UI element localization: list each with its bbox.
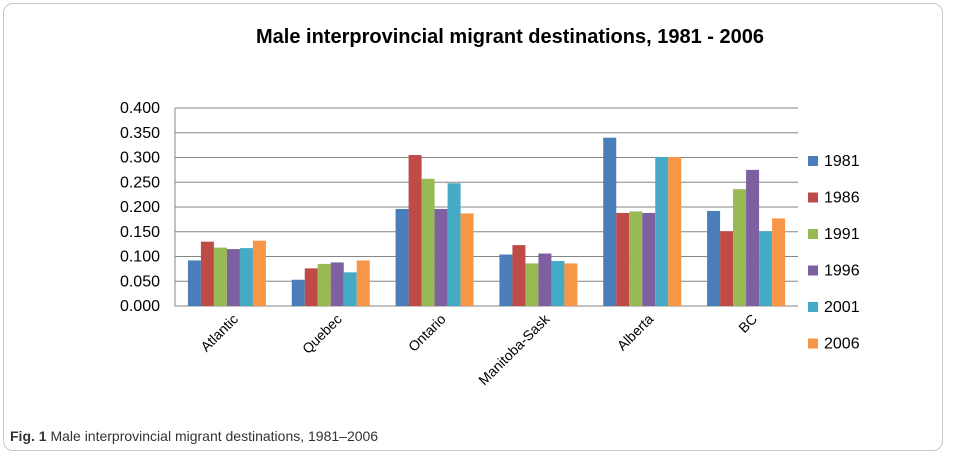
- bar-atlantic-2006: [252, 240, 266, 306]
- x-tick-label: BC: [735, 311, 760, 336]
- figure-label: Fig. 1: [10, 428, 47, 444]
- bar-manitoba-sask-1991: [525, 263, 539, 306]
- bar-ontario-2001: [447, 183, 461, 306]
- x-tick-label: Quebec: [299, 311, 345, 357]
- bar-manitoba-sask-2001: [551, 260, 565, 306]
- bar-ontario-1986: [408, 155, 422, 306]
- bar-manitoba-sask-1996: [538, 253, 552, 306]
- x-tick-label: Manitoba-Sask: [475, 310, 553, 388]
- bar-bc-1981: [707, 210, 721, 306]
- bar-alberta-2001: [655, 157, 669, 306]
- legend-label-1991: 1991: [824, 226, 860, 243]
- y-tick-label: 0.200: [120, 199, 160, 216]
- bar-quebec-1986: [304, 268, 318, 306]
- bar-manitoba-sask-1986: [512, 245, 526, 306]
- x-tick-label: Alberta: [614, 311, 657, 354]
- bar-ontario-2006: [460, 213, 474, 306]
- bar-atlantic-1991: [213, 247, 227, 306]
- bar-alberta-1996: [642, 212, 656, 306]
- y-tick-label: 0.350: [120, 125, 160, 142]
- bar-bc-1996: [746, 169, 760, 306]
- bar-bc-2006: [772, 218, 786, 306]
- bar-alberta-1986: [616, 212, 630, 306]
- bar-quebec-1991: [317, 263, 331, 306]
- y-tick-label: 0.250: [120, 174, 160, 191]
- figure-caption: Fig. 1 Male interprovincial migrant dest…: [10, 428, 378, 444]
- bar-quebec-1981: [291, 279, 305, 306]
- bar-atlantic-1986: [200, 241, 214, 306]
- figure-caption-text: Male interprovincial migrant destination…: [50, 428, 379, 444]
- legend-label-2006: 2006: [824, 336, 860, 353]
- legend-swatch-2001: [808, 302, 818, 312]
- legend-swatch-1991: [808, 229, 818, 239]
- bar-atlantic-2001: [239, 248, 253, 306]
- x-tick-label: Atlantic: [197, 311, 241, 355]
- legend-label-1996: 1996: [824, 263, 860, 280]
- y-tick-label: 0.100: [120, 249, 160, 266]
- bar-atlantic-1996: [226, 249, 240, 306]
- x-tick-label: Ontario: [405, 311, 449, 355]
- legend-swatch-2006: [808, 338, 818, 349]
- legend-label-1986: 1986: [824, 190, 860, 207]
- bar-quebec-2006: [356, 260, 370, 306]
- bar-bc-1986: [720, 231, 734, 306]
- legend-label-1981: 1981: [824, 153, 860, 170]
- bar-ontario-1981: [395, 208, 409, 306]
- bar-alberta-1981: [603, 137, 617, 306]
- legend-swatch-1996: [808, 265, 818, 276]
- bar-ontario-1996: [434, 208, 448, 306]
- bar-atlantic-1981: [187, 260, 201, 306]
- y-tick-label: 0.300: [120, 150, 160, 167]
- bar-quebec-1996: [330, 262, 344, 306]
- bar-alberta-1991: [629, 211, 643, 306]
- y-tick-label: 0.050: [120, 273, 160, 290]
- legend-swatch-1981: [808, 156, 818, 166]
- bar-manitoba-sask-1981: [499, 254, 513, 306]
- bar-bc-2001: [759, 231, 773, 306]
- legend-label-2001: 2001: [824, 299, 860, 316]
- y-tick-label: 0.400: [120, 100, 160, 117]
- bar-manitoba-sask-2006: [564, 263, 578, 306]
- bar-bc-1991: [733, 189, 747, 306]
- bar-ontario-1991: [421, 178, 435, 306]
- y-tick-label: 0.150: [120, 224, 160, 241]
- bar-alberta-2006: [668, 157, 682, 306]
- bar-quebec-2001: [343, 272, 357, 306]
- y-tick-label: 0.000: [120, 298, 160, 315]
- legend-swatch-1986: [808, 192, 818, 203]
- chart-title: Male interprovincial migrant destination…: [256, 26, 764, 48]
